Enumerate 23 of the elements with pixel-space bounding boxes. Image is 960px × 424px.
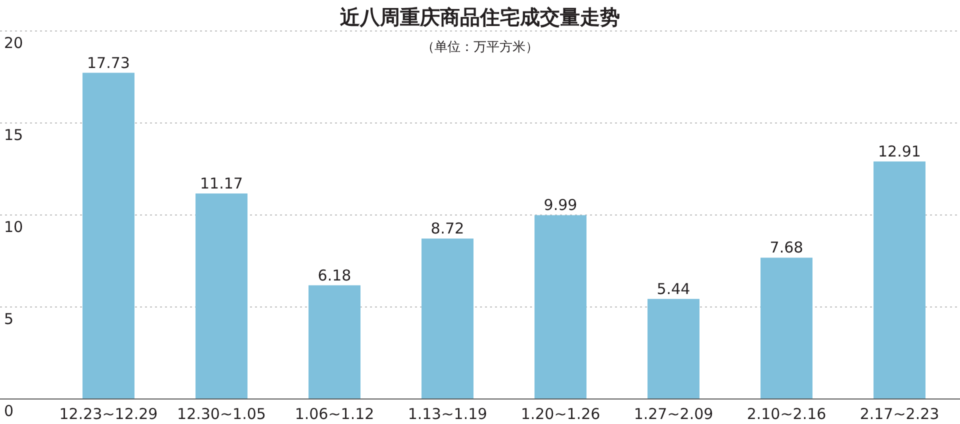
x-tick-label: 12.23~12.29 — [59, 405, 158, 423]
y-tick-label: 10 — [4, 218, 24, 236]
y-tick-label: 5 — [4, 310, 14, 328]
y-tick-label: 20 — [4, 34, 24, 52]
data-label: 8.72 — [430, 220, 464, 238]
x-tick-label: 2.17~2.23 — [860, 405, 940, 423]
x-tick-label: 12.30~1.05 — [177, 405, 266, 423]
data-label: 9.99 — [544, 196, 578, 214]
data-label: 12.91 — [878, 142, 921, 160]
data-label: 6.18 — [318, 266, 352, 284]
y-tick-label: 15 — [4, 126, 24, 144]
data-label: 17.73 — [87, 54, 130, 72]
x-tick-label: 1.27~2.09 — [634, 405, 714, 423]
text: （单位：万平方米） — [422, 39, 538, 55]
data-label: 11.17 — [200, 174, 243, 192]
x-tick-label: 1.13~1.19 — [408, 405, 488, 423]
data-label: 5.44 — [656, 280, 690, 298]
x-tick-label: 1.20~1.26 — [520, 405, 600, 423]
y-tick-label: 0 — [4, 402, 14, 420]
x-tick-label: 2.10~2.16 — [746, 405, 826, 423]
chart-title: 近八周重庆商品住宅成交量走势 — [339, 5, 620, 29]
data-label: 7.68 — [770, 238, 804, 257]
x-tick-label: 1.06~1.12 — [294, 405, 374, 423]
